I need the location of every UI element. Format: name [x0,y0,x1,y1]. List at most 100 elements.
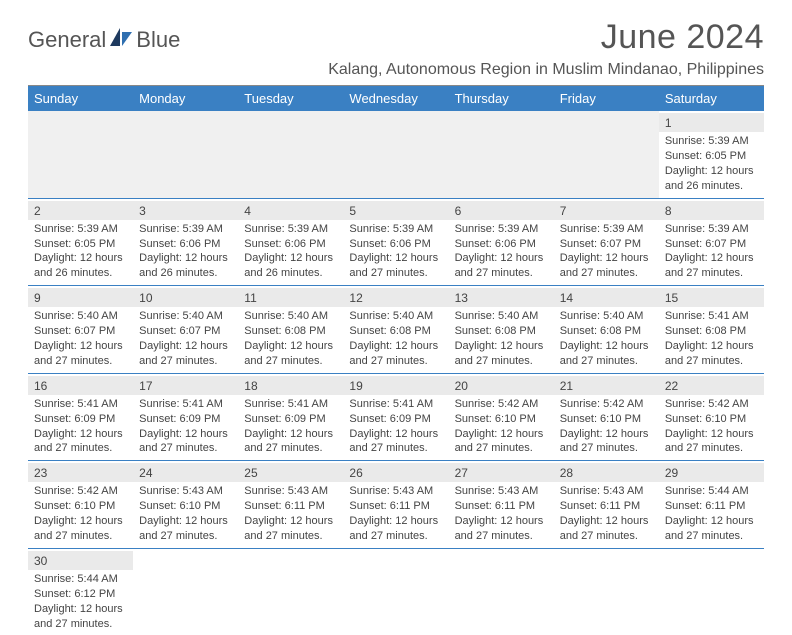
calendar-cell: 1Sunrise: 5:39 AMSunset: 6:05 PMDaylight… [659,111,764,198]
day-header: Saturday [659,86,764,111]
day-number: 16 [28,376,133,395]
calendar-cell: 3Sunrise: 5:39 AMSunset: 6:06 PMDaylight… [133,198,238,286]
daylight-text: Daylight: 12 hours [560,251,653,266]
calendar-cell [133,548,238,635]
daylight-text: and 27 minutes. [244,354,337,369]
daylight-text: and 27 minutes. [560,441,653,456]
daylight-text: Daylight: 12 hours [244,251,337,266]
sunset-text: Sunset: 6:08 PM [560,324,653,339]
daylight-text: Daylight: 12 hours [455,251,548,266]
daylight-text: and 26 minutes. [244,266,337,281]
calendar-week-row: 16Sunrise: 5:41 AMSunset: 6:09 PMDayligh… [28,373,764,461]
sunrise-text: Sunrise: 5:42 AM [34,484,127,499]
calendar-cell: 8Sunrise: 5:39 AMSunset: 6:07 PMDaylight… [659,198,764,286]
daylight-text: Daylight: 12 hours [34,339,127,354]
sunrise-text: Sunrise: 5:43 AM [560,484,653,499]
calendar-cell: 17Sunrise: 5:41 AMSunset: 6:09 PMDayligh… [133,373,238,461]
page-header: General Blue June 2024 Kalang, Autonomou… [28,18,764,79]
day-number: 30 [28,551,133,570]
daylight-text: Daylight: 12 hours [139,339,232,354]
day-number: 18 [238,376,343,395]
sunset-text: Sunset: 6:05 PM [34,237,127,252]
day-number: 28 [554,463,659,482]
sunset-text: Sunset: 6:10 PM [455,412,548,427]
daylight-text: and 27 minutes. [244,529,337,544]
calendar-cell: 23Sunrise: 5:42 AMSunset: 6:10 PMDayligh… [28,461,133,549]
calendar-cell: 20Sunrise: 5:42 AMSunset: 6:10 PMDayligh… [449,373,554,461]
day-number: 8 [659,201,764,220]
sunrise-text: Sunrise: 5:41 AM [34,397,127,412]
sunset-text: Sunset: 6:12 PM [34,587,127,602]
daylight-text: and 27 minutes. [665,529,758,544]
sunrise-text: Sunrise: 5:43 AM [349,484,442,499]
day-number: 15 [659,288,764,307]
sunrise-text: Sunrise: 5:43 AM [139,484,232,499]
location-subtitle: Kalang, Autonomous Region in Muslim Mind… [328,61,764,79]
calendar-cell: 6Sunrise: 5:39 AMSunset: 6:06 PMDaylight… [449,198,554,286]
daylight-text: and 27 minutes. [244,441,337,456]
sunset-text: Sunset: 6:07 PM [560,237,653,252]
calendar-cell: 11Sunrise: 5:40 AMSunset: 6:08 PMDayligh… [238,286,343,374]
daylight-text: Daylight: 12 hours [455,514,548,529]
day-number: 12 [343,288,448,307]
daylight-text: and 27 minutes. [455,354,548,369]
daylight-text: Daylight: 12 hours [665,514,758,529]
day-number: 5 [343,201,448,220]
daylight-text: Daylight: 12 hours [560,514,653,529]
sunrise-text: Sunrise: 5:39 AM [665,222,758,237]
sunrise-text: Sunrise: 5:42 AM [560,397,653,412]
day-header: Sunday [28,86,133,111]
calendar-cell: 21Sunrise: 5:42 AMSunset: 6:10 PMDayligh… [554,373,659,461]
calendar-week-row: 2Sunrise: 5:39 AMSunset: 6:05 PMDaylight… [28,198,764,286]
daylight-text: Daylight: 12 hours [665,427,758,442]
calendar-cell: 13Sunrise: 5:40 AMSunset: 6:08 PMDayligh… [449,286,554,374]
sunset-text: Sunset: 6:09 PM [139,412,232,427]
calendar-cell [238,548,343,635]
sunrise-text: Sunrise: 5:43 AM [455,484,548,499]
daylight-text: and 27 minutes. [560,354,653,369]
daylight-text: Daylight: 12 hours [139,251,232,266]
calendar-cell: 29Sunrise: 5:44 AMSunset: 6:11 PMDayligh… [659,461,764,549]
day-header: Wednesday [343,86,448,111]
calendar-cell: 12Sunrise: 5:40 AMSunset: 6:08 PMDayligh… [343,286,448,374]
sunset-text: Sunset: 6:08 PM [455,324,548,339]
day-number: 6 [449,201,554,220]
day-number: 1 [659,113,764,132]
calendar-cell: 18Sunrise: 5:41 AMSunset: 6:09 PMDayligh… [238,373,343,461]
daylight-text: and 27 minutes. [665,354,758,369]
sunset-text: Sunset: 6:11 PM [349,499,442,514]
sunset-text: Sunset: 6:10 PM [560,412,653,427]
daylight-text: Daylight: 12 hours [244,427,337,442]
sunset-text: Sunset: 6:11 PM [455,499,548,514]
daylight-text: Daylight: 12 hours [455,427,548,442]
calendar-cell [659,548,764,635]
daylight-text: and 27 minutes. [34,354,127,369]
calendar-cell: 28Sunrise: 5:43 AMSunset: 6:11 PMDayligh… [554,461,659,549]
brand-word-1: General [28,27,106,53]
sunrise-text: Sunrise: 5:39 AM [560,222,653,237]
daylight-text: and 26 minutes. [34,266,127,281]
daylight-text: and 27 minutes. [665,441,758,456]
sunrise-text: Sunrise: 5:40 AM [34,309,127,324]
calendar-cell: 30Sunrise: 5:44 AMSunset: 6:12 PMDayligh… [28,548,133,635]
sunrise-text: Sunrise: 5:39 AM [244,222,337,237]
sunset-text: Sunset: 6:05 PM [665,149,758,164]
calendar-cell [449,548,554,635]
day-number: 23 [28,463,133,482]
sunset-text: Sunset: 6:06 PM [139,237,232,252]
sunrise-text: Sunrise: 5:40 AM [349,309,442,324]
sunset-text: Sunset: 6:06 PM [244,237,337,252]
calendar-cell [449,111,554,198]
sunrise-text: Sunrise: 5:39 AM [455,222,548,237]
sunrise-text: Sunrise: 5:41 AM [665,309,758,324]
sunrise-text: Sunrise: 5:41 AM [139,397,232,412]
daylight-text: Daylight: 12 hours [34,427,127,442]
sunrise-text: Sunrise: 5:40 AM [560,309,653,324]
sunrise-text: Sunrise: 5:43 AM [244,484,337,499]
day-number: 27 [449,463,554,482]
daylight-text: Daylight: 12 hours [349,251,442,266]
calendar-cell [343,111,448,198]
calendar-cell: 22Sunrise: 5:42 AMSunset: 6:10 PMDayligh… [659,373,764,461]
daylight-text: and 27 minutes. [34,441,127,456]
day-number: 7 [554,201,659,220]
